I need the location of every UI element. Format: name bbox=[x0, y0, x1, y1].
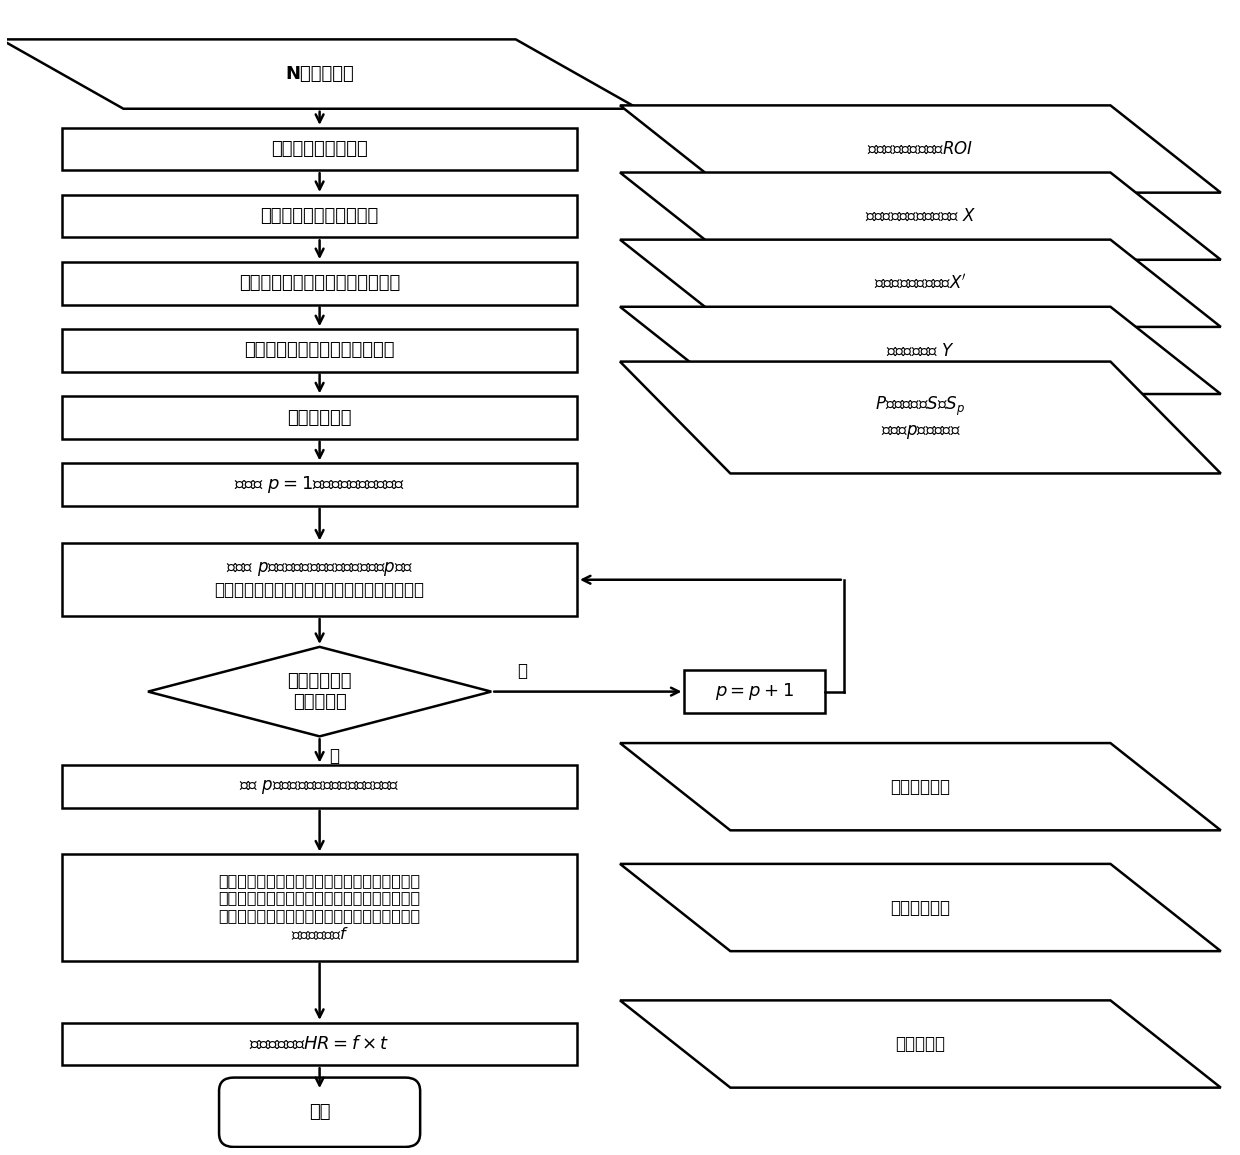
Text: 人脸感兴趣区域序列$ROI$: 人脸感兴趣区域序列$ROI$ bbox=[867, 140, 973, 158]
Text: 独立成分分析: 独立成分分析 bbox=[288, 409, 352, 426]
Polygon shape bbox=[620, 307, 1221, 394]
Polygon shape bbox=[620, 172, 1221, 260]
Text: 心率检测值为$HR = f \times t$: 心率检测值为$HR = f \times t$ bbox=[249, 1035, 389, 1053]
FancyBboxPatch shape bbox=[219, 1078, 420, 1147]
Text: $P$个独立分量$S$，$S_p$
表示第$p$个独立分量: $P$个独立分量$S$，$S_p$ 表示第$p$个独立分量 bbox=[875, 395, 965, 440]
Text: 对像素均值时间序列作数据预处理: 对像素均值时间序列作数据预处理 bbox=[239, 274, 401, 292]
Text: N帧视频图像: N帧视频图像 bbox=[285, 65, 353, 83]
Bar bbox=[62, 766, 577, 808]
Text: 是: 是 bbox=[330, 747, 340, 766]
Polygon shape bbox=[1, 39, 639, 109]
Bar bbox=[62, 463, 577, 506]
Text: 候选独立分量: 候选独立分量 bbox=[890, 777, 950, 796]
Polygon shape bbox=[620, 864, 1221, 952]
Bar bbox=[62, 329, 577, 372]
Text: 时间延迟处理构建动态嵌入矩阵: 时间延迟处理构建动态嵌入矩阵 bbox=[244, 342, 394, 359]
Polygon shape bbox=[620, 239, 1221, 327]
Polygon shape bbox=[620, 1000, 1221, 1088]
Text: $p=p+1$: $p=p+1$ bbox=[715, 681, 795, 702]
Bar bbox=[684, 670, 826, 713]
Text: 初始化 $p=1$，设定感兴趣心率范围: 初始化 $p=1$，设定感兴趣心率范围 bbox=[234, 475, 405, 495]
Bar bbox=[62, 128, 577, 170]
Bar bbox=[62, 855, 577, 961]
Bar bbox=[62, 262, 577, 305]
Text: 结束: 结束 bbox=[309, 1103, 330, 1122]
Text: 预处理后的时间序列$X'$: 预处理后的时间序列$X'$ bbox=[874, 274, 967, 292]
Bar bbox=[62, 1023, 577, 1065]
Text: 最佳独立分量: 最佳独立分量 bbox=[890, 899, 950, 917]
Text: 单通道像素均值时间序列 $X$: 单通道像素均值时间序列 $X$ bbox=[864, 207, 976, 225]
Text: 比较候选独立分量集中每个独立分量的功率谱的
最大幅值，选取最大的最大幅值所对应的独立分
量最为最佳独立分量，最佳独立分量的最大幅值
对应的频率为$f$: 比较候选独立分量集中每个独立分量的功率谱的 最大幅值，选取最大的最大幅值所对应的… bbox=[218, 873, 420, 942]
Text: 动态嵌入矩阵 $Y$: 动态嵌入矩阵 $Y$ bbox=[885, 342, 955, 359]
Polygon shape bbox=[148, 647, 491, 737]
Text: 将第 $p$个独立分量加入候选独立分量集中: 将第 $p$个独立分量加入候选独立分量集中 bbox=[239, 777, 399, 796]
Text: 计算第 $p$个独立分量的功率谱图，获取第$p$个功
率谱图的最大幅值及最大幅值所对应的频率分量: 计算第 $p$个独立分量的功率谱图，获取第$p$个功 率谱图的最大幅值及最大幅值… bbox=[215, 560, 424, 599]
Text: 计算感兴趣区域像素均值: 计算感兴趣区域像素均值 bbox=[260, 207, 378, 225]
Text: 否: 否 bbox=[517, 663, 527, 680]
Bar bbox=[62, 543, 577, 616]
Polygon shape bbox=[620, 743, 1221, 830]
Bar bbox=[62, 195, 577, 238]
Bar bbox=[62, 396, 577, 439]
Polygon shape bbox=[620, 105, 1221, 193]
Polygon shape bbox=[620, 362, 1221, 474]
Text: 提取人脸感兴趣区域: 提取人脸感兴趣区域 bbox=[272, 140, 368, 158]
Text: 频率分量在感
兴趣区域内: 频率分量在感 兴趣区域内 bbox=[288, 672, 352, 711]
Text: 视频心率值: 视频心率值 bbox=[895, 1035, 945, 1053]
